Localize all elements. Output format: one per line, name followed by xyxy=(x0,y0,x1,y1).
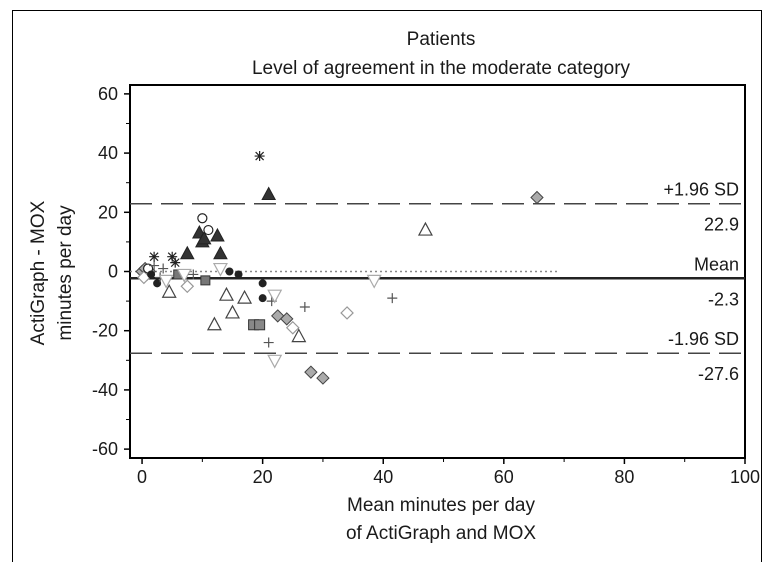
point-circle-filled xyxy=(153,279,162,288)
point-diamond-open xyxy=(180,279,195,294)
point-asterisk xyxy=(167,251,178,262)
ref-line-name-2: -1.96 SD xyxy=(668,329,739,349)
point-circle-filled xyxy=(258,294,267,303)
y-axis-label-line1: ActiGraph - MOX xyxy=(28,200,49,345)
point-plus xyxy=(158,263,169,274)
point-triangle-filled xyxy=(196,230,212,245)
y-tick-label: -60 xyxy=(92,439,118,459)
point-plus xyxy=(263,337,274,348)
chart-title: Patients xyxy=(407,29,476,50)
plot-area: 0 20 40 60 80 100 60 40 20 0 -20 -40 -60 +1.96 SD 22.9… xyxy=(92,84,760,487)
x-tick-label: 60 xyxy=(494,467,514,487)
point-triangle-open xyxy=(218,286,234,301)
ref-line-name-0: +1.96 SD xyxy=(663,180,739,200)
figure-frame xyxy=(12,10,762,562)
point-triangle-down-open xyxy=(176,268,192,283)
point-circle-filled xyxy=(147,270,156,279)
point-asterisk xyxy=(170,257,181,268)
chart-subtitle: Level of agreement in the moderate categ… xyxy=(252,58,631,79)
y-tick-label: 20 xyxy=(98,202,118,222)
point-asterisk xyxy=(149,251,160,262)
point-plus xyxy=(387,293,398,304)
point-plus xyxy=(299,302,310,313)
point-diamond-open xyxy=(340,306,354,320)
y-tick-label: 0 xyxy=(108,262,118,282)
x-tick-label: 20 xyxy=(253,467,273,487)
x-axis-label-line2: of ActiGraph and MOX xyxy=(346,523,536,544)
point-diamond-gray xyxy=(316,371,330,385)
point-triangle-filled xyxy=(261,186,277,201)
point-circle-filled xyxy=(258,279,267,288)
point-triangle-open xyxy=(291,328,307,343)
point-diamond-gray xyxy=(280,312,294,326)
point-triangle-filled xyxy=(210,227,225,242)
point-triangle-down-open xyxy=(366,274,382,289)
point-triangle-open xyxy=(417,221,433,236)
point-diamond-gray xyxy=(304,365,318,379)
ref-line-value-1: -2.3 xyxy=(708,289,739,309)
point-plus xyxy=(149,260,160,271)
point-square-gray xyxy=(254,319,266,331)
point-square-filled xyxy=(200,275,211,286)
point-triangle-down-open xyxy=(212,262,228,277)
point-triangle-open xyxy=(224,304,241,319)
y-tick-label: 40 xyxy=(98,143,118,163)
point-plus xyxy=(188,269,199,280)
point-triangle-down-open xyxy=(267,354,283,369)
y-axis-label-line2: minutes per day xyxy=(55,205,76,341)
point-triangle-filled xyxy=(213,245,228,260)
point-triangle-down-open xyxy=(158,274,174,289)
x-tick-label: 40 xyxy=(373,467,393,487)
point-triangle-filled xyxy=(179,245,195,260)
point-circle-open xyxy=(197,213,208,224)
y-tick-label: -20 xyxy=(92,321,118,341)
x-tick-label: 100 xyxy=(730,467,760,487)
point-triangle-open xyxy=(237,289,253,304)
point-circle-open xyxy=(203,224,214,236)
ref-line-name-1: Mean xyxy=(694,254,739,274)
point-circle-filled xyxy=(234,270,243,279)
y-tick-label: -40 xyxy=(92,380,118,400)
point-asterisk xyxy=(254,151,265,162)
x-tick-label: 0 xyxy=(137,467,147,487)
y-tick-label: 60 xyxy=(98,84,118,104)
point-triangle-open xyxy=(206,316,222,331)
point-triangle-down-open xyxy=(267,289,283,304)
ref-line-value-2: -27.6 xyxy=(698,364,739,384)
point-diamond-open xyxy=(285,320,300,335)
x-axis-label-line1: Mean minutes per day xyxy=(347,495,535,516)
point-diamond-gray xyxy=(530,190,544,205)
x-tick-label: 80 xyxy=(614,467,634,487)
ref-line-value-0: 22.9 xyxy=(704,215,739,235)
point-circle-filled xyxy=(225,267,234,276)
point-triangle-open xyxy=(161,283,177,298)
